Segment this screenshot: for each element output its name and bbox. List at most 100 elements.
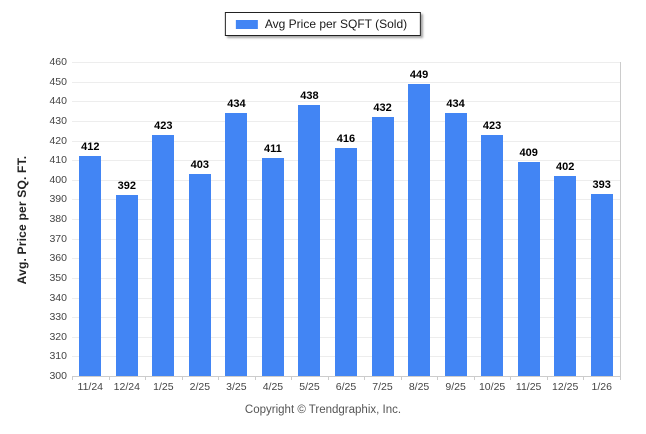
bar (79, 156, 102, 376)
y-tick-label: 330 (49, 311, 67, 324)
x-tick-label: 11/24 (77, 381, 104, 393)
bar (334, 148, 357, 376)
x-tick-label: 2/25 (189, 381, 211, 393)
bar-value-label: 449 (409, 68, 429, 81)
bar-cell: 416 (328, 62, 365, 376)
bar-value-label: 434 (227, 98, 246, 111)
y-tick-label: 360 (49, 252, 67, 265)
x-tick-label: 12/25 (552, 381, 579, 393)
bar-cell: 412 (72, 62, 109, 376)
gridline (72, 101, 620, 103)
y-tick-label: 300 (49, 370, 67, 382)
x-tick-label: 9/25 (445, 381, 466, 393)
x-axis-tick (546, 376, 548, 380)
x-tick-label: 12/24 (113, 381, 140, 393)
legend: Avg Price per SQFT (Sold) (224, 12, 422, 36)
bar (444, 113, 467, 376)
bar-value-label: 423 (482, 119, 502, 132)
x-tick-label: 3/25 (226, 381, 247, 393)
x-tick-label: 7/25 (372, 381, 393, 393)
y-tick-label: 440 (49, 95, 67, 108)
bar-cell: 409 (510, 62, 547, 376)
y-tick-label: 340 (49, 291, 67, 304)
legend-swatch (235, 19, 258, 29)
bar-value-label: 416 (336, 133, 356, 146)
gridline (72, 376, 620, 377)
bar-cell: 434 (437, 62, 474, 376)
gridline (72, 81, 620, 83)
bar-value-label: 432 (373, 101, 392, 114)
bars-container: 412 392 423 403 434 411 438 416 432 449 434 423 409 4… (72, 62, 620, 376)
bar-cell: 449 (401, 62, 438, 376)
x-tick-label: 1/25 (153, 381, 174, 393)
x-axis-tick (291, 376, 293, 380)
bar (115, 195, 138, 376)
x-axis-tick-labels: 11/24 12/24 1/25 2/25 3/25 4/25 5/25 6/25 7/25 8/… (72, 381, 620, 393)
bar-cell: 423 (145, 62, 182, 376)
x-axis-tick (437, 376, 439, 380)
bar (371, 116, 394, 376)
bar-cell: 423 (474, 62, 511, 376)
bar-value-label: 434 (446, 98, 465, 111)
x-axis-tick (583, 376, 585, 380)
x-axis-tick (254, 376, 256, 380)
y-tick-label: 320 (49, 330, 67, 343)
bar (481, 134, 504, 376)
bar-value-label: 423 (154, 119, 173, 132)
gridline (72, 62, 620, 63)
bar (590, 193, 613, 376)
y-tick-label: 420 (49, 134, 67, 147)
x-axis-tick (181, 376, 183, 380)
y-tick-label: 310 (49, 350, 67, 363)
bar-cell: 434 (218, 62, 255, 376)
bar (152, 134, 175, 376)
x-tick-label: 11/25 (515, 381, 542, 393)
x-axis-tick (108, 376, 110, 380)
bar (298, 105, 321, 376)
bar-cell: 411 (255, 62, 292, 376)
gridline (72, 140, 620, 142)
x-tick-label: 6/25 (335, 381, 357, 393)
x-axis-tick (72, 376, 73, 380)
x-axis-tick (364, 376, 366, 380)
bar-cell: 432 (364, 62, 401, 376)
x-axis-tick (145, 376, 147, 380)
y-tick-label: 380 (49, 213, 67, 225)
bar-value-label: 392 (117, 180, 136, 193)
bar-cell: 403 (182, 62, 219, 376)
y-tick-label: 400 (49, 173, 67, 186)
bar (517, 162, 540, 376)
y-tick-label: 370 (49, 232, 67, 245)
y-tick-label: 450 (49, 75, 67, 88)
copyright-text: Copyright © Trendgraphix, Inc. (244, 404, 402, 416)
bar-value-label: 409 (519, 147, 538, 160)
x-tick-label: 5/25 (299, 381, 320, 393)
bar-cell: 392 (109, 62, 146, 376)
x-axis-tick (510, 376, 512, 380)
x-axis-tick (400, 376, 402, 380)
x-axis-tick (327, 376, 329, 380)
bar-value-label: 403 (190, 158, 210, 171)
x-axis-tick (473, 376, 475, 380)
bar-value-label: 412 (81, 141, 100, 154)
bar (408, 83, 431, 376)
bar-value-label: 402 (555, 160, 575, 173)
x-axis-tick (218, 376, 220, 380)
plot-area: 412 392 423 403 434 411 438 416 432 449 434 423 409 4… (72, 62, 621, 380)
bar-value-label: 438 (300, 90, 319, 103)
x-tick-label: 10/25 (478, 381, 506, 393)
bar (554, 175, 577, 376)
y-tick-label: 460 (49, 56, 67, 68)
bar (225, 113, 248, 376)
x-tick-label: 8/25 (408, 381, 430, 393)
bar-value-label: 393 (592, 178, 611, 191)
x-tick-label: 4/25 (262, 381, 284, 393)
legend-label: Avg Price per SQFT (Sold) (264, 17, 408, 31)
bar-cell: 402 (547, 62, 584, 376)
y-tick-label: 350 (49, 271, 67, 284)
y-tick-label: 430 (49, 114, 67, 127)
y-tick-label: 390 (49, 193, 67, 206)
bar-value-label: 411 (264, 143, 282, 156)
bar (261, 158, 284, 376)
